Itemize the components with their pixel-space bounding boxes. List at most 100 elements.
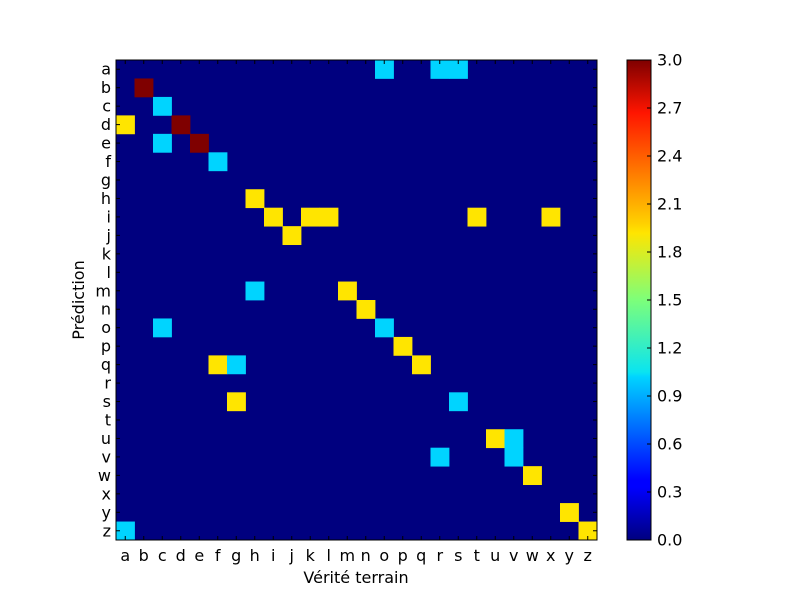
y-tick-label: z <box>103 521 111 540</box>
y-tick-label: w <box>98 466 111 485</box>
x-tick-label: l <box>327 546 331 565</box>
y-tick-label: e <box>101 134 111 153</box>
x-tick-label: b <box>139 546 149 565</box>
y-axis-label: Prédiction <box>69 260 88 339</box>
x-tick-label: d <box>176 546 186 565</box>
heatmap-cell <box>227 392 246 412</box>
heatmap-cell <box>412 355 431 375</box>
x-tick-label: n <box>361 546 371 565</box>
x-tick-label: x <box>546 546 555 565</box>
colorbar-tick-label: 0.3 <box>657 483 682 502</box>
x-tick-label: o <box>379 546 389 565</box>
x-tick-label: k <box>306 546 316 565</box>
x-tick-label: r <box>436 546 443 565</box>
y-tick-label: d <box>101 115 111 134</box>
heatmap-cell <box>430 60 450 79</box>
x-tick-label: p <box>398 546 408 565</box>
heatmap-cell <box>116 115 135 135</box>
colorbar: 0.0 0.3 0.6 0.9 1.2 1.5 1.8 2.1 2.4 2.7 3.0 <box>626 51 682 550</box>
x-tick-label: f <box>215 546 221 565</box>
colorbar-tick-label: 1.5 <box>657 291 682 310</box>
heatmap-cell <box>523 466 542 486</box>
heatmap-cell <box>393 336 413 356</box>
colorbar-tick-label: 0.9 <box>657 387 682 406</box>
heatmap-cell <box>449 392 468 412</box>
y-tick-label: h <box>101 189 111 208</box>
heatmap-cell <box>375 60 394 79</box>
x-tick-label: e <box>194 546 204 565</box>
x-tick-label: z <box>584 546 592 565</box>
y-tick-label: l <box>107 263 111 282</box>
heatmap-cell <box>319 207 339 227</box>
heatmap-cell <box>227 355 246 375</box>
y-tick-label: k <box>102 244 112 263</box>
x-tick-label: v <box>509 546 518 565</box>
y-tick-label: i <box>107 207 111 226</box>
heatmap-cell <box>245 189 265 209</box>
colorbar-tick-label: 2.1 <box>657 195 682 214</box>
heatmap-cell <box>264 207 283 227</box>
y-tick-label: y <box>102 503 111 522</box>
x-axis-label: Vérité terrain <box>303 568 408 587</box>
heatmap-cell <box>134 78 154 98</box>
y-tick-label: r <box>104 374 111 393</box>
y-tick-label: n <box>101 300 111 319</box>
x-tick-label: s <box>454 546 462 565</box>
heatmap-cell <box>153 318 172 338</box>
heatmap-cell <box>560 503 579 522</box>
heatmap-cell <box>301 207 320 227</box>
heatmap-cell <box>153 133 172 153</box>
heatmap-cell <box>282 226 302 246</box>
y-tick-label: f <box>105 152 111 171</box>
x-tick-label: w <box>526 546 539 565</box>
heatmap-cell <box>541 207 561 227</box>
heatmap-cell <box>208 152 228 172</box>
heatmap-cell <box>504 447 524 467</box>
heatmap-cell <box>338 281 357 301</box>
x-tick-label: t <box>474 546 480 565</box>
heatmap-cell <box>153 96 172 116</box>
y-tick-label: j <box>106 226 111 245</box>
heatmap-cell <box>171 115 191 135</box>
y-tick-label: s <box>103 392 111 411</box>
x-tick-label: c <box>158 546 167 565</box>
heatmap-cell <box>190 133 209 153</box>
x-tick-label: g <box>231 546 241 565</box>
y-tick-label: o <box>101 318 111 337</box>
plot-frame <box>115 59 598 541</box>
heatmap-cell <box>245 281 265 301</box>
heatmap-cell <box>208 355 228 375</box>
heatmap-cell <box>578 521 598 541</box>
plot-area: a b c d e f g h i j k l m n o p q r s t u v w x y zabcdefghijklmn… <box>95 59 598 565</box>
y-tick-label: q <box>101 355 111 374</box>
heatmap-cell <box>504 429 524 449</box>
colorbar-tick-label: 1.2 <box>657 339 682 358</box>
x-tick-label: j <box>289 546 294 565</box>
colorbar-tick-label: 1.8 <box>657 243 682 262</box>
heatmap-cell <box>375 318 394 338</box>
heatmap-cell <box>116 521 135 541</box>
y-tick-label: x <box>102 484 111 503</box>
colorbar-tick-label: 0.0 <box>657 531 682 550</box>
colorbar-tick-label: 0.6 <box>657 435 682 454</box>
heatmap-cell <box>467 207 487 227</box>
y-tick-label: b <box>101 78 111 97</box>
x-tick-label: m <box>339 546 355 565</box>
y-tick-label: t <box>105 411 111 430</box>
y-tick-label: g <box>101 171 111 190</box>
x-tick-label: i <box>271 546 275 565</box>
y-tick-label: m <box>95 281 111 300</box>
x-tick-label: y <box>565 546 574 565</box>
x-tick-label: a <box>120 546 130 565</box>
heatmap-cell <box>486 429 505 449</box>
x-tick-label: u <box>490 546 500 565</box>
y-tick-label: c <box>102 97 111 116</box>
colorbar-tick-label: 2.7 <box>657 99 682 118</box>
colorbar-tick-label: 3.0 <box>657 51 682 70</box>
heatmap-cell <box>356 300 376 319</box>
y-tick-label: v <box>102 447 111 466</box>
x-tick-label: h <box>250 546 260 565</box>
colorbar-tick-label: 2.4 <box>657 147 682 166</box>
y-tick-label: u <box>101 429 111 448</box>
